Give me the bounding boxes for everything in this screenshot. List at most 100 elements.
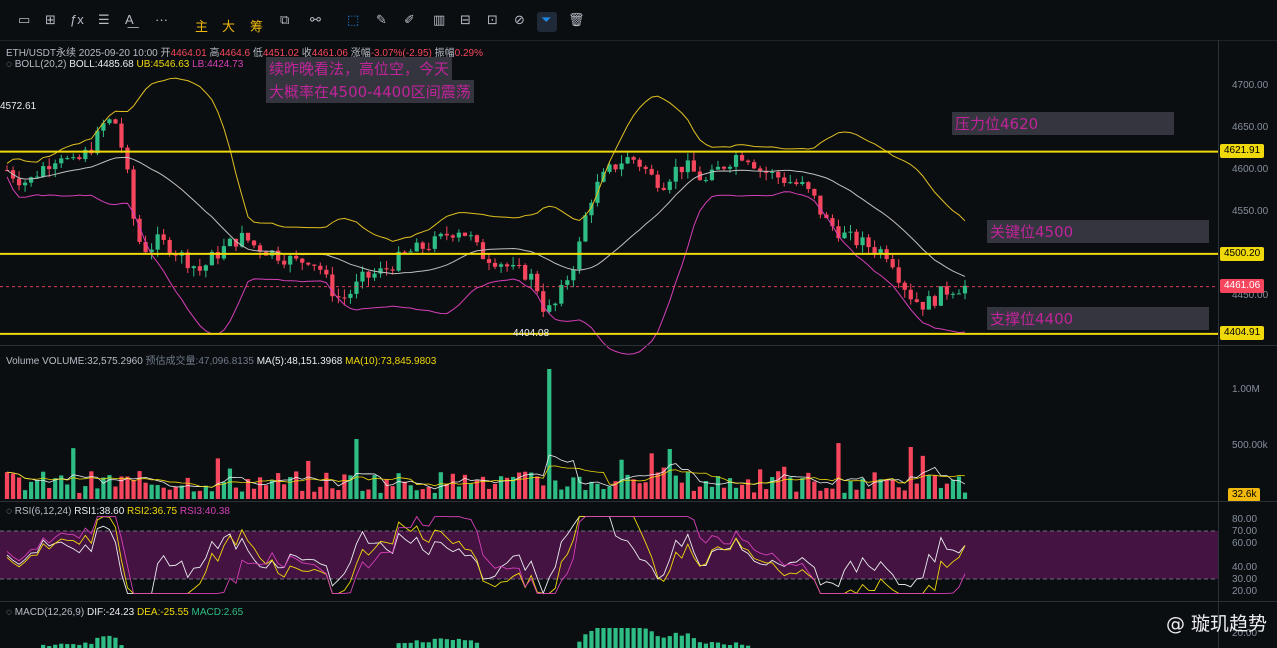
candle-body	[402, 251, 407, 253]
volume-bar	[221, 481, 227, 499]
volume-bar	[619, 459, 624, 499]
lock-icon[interactable]: ⊟	[460, 12, 471, 27]
macd-bar	[655, 636, 660, 648]
boll-label: BOLL(20,2)	[14, 59, 67, 70]
link-icon[interactable]: ⚯	[310, 12, 321, 27]
pane-separator	[0, 601, 1277, 602]
visibility-icon[interactable]: ◌	[6, 607, 12, 618]
candle-body	[896, 267, 901, 283]
low-label: 低	[252, 48, 263, 59]
candle-body	[462, 232, 468, 236]
more-icon[interactable]: ···	[155, 12, 168, 27]
volume-bar	[420, 489, 425, 499]
brush-icon[interactable]: ✐	[404, 12, 415, 27]
candle-body	[107, 119, 112, 124]
magnet-icon[interactable]: ⊘	[514, 12, 525, 27]
volume-bar	[661, 467, 666, 499]
template-icon[interactable]: ☰	[98, 12, 110, 27]
candle-body	[492, 262, 498, 267]
macd-bar	[673, 632, 678, 648]
candle-body	[185, 252, 190, 269]
candle-body	[547, 305, 552, 312]
candle-body	[101, 123, 106, 131]
screenshot-icon[interactable]: ⊡	[487, 12, 498, 27]
pane-separator	[0, 345, 1277, 346]
candle-body	[565, 280, 570, 285]
candle-body	[456, 232, 461, 238]
candle-body	[511, 264, 516, 267]
candle-body	[914, 299, 919, 302]
price-tick: 4600.00	[1232, 164, 1269, 175]
pen-icon[interactable]: ✎	[376, 12, 387, 27]
volume-bar	[721, 487, 727, 499]
main-chart-button[interactable]: 主	[195, 20, 209, 35]
volume-bar	[294, 471, 299, 499]
filter-icon[interactable]: ⏷	[541, 12, 552, 27]
candle-body	[83, 149, 88, 160]
volume-bar	[396, 473, 401, 499]
macd-bar	[450, 639, 455, 648]
grid-icon[interactable]: ⊞	[45, 12, 56, 27]
volume-bar	[378, 492, 383, 499]
macd-bar	[420, 642, 425, 648]
volume-bar	[872, 472, 877, 499]
volume-bar	[498, 476, 504, 499]
indicator-icon[interactable]: ƒx	[70, 12, 84, 27]
left-high-label: 4572.61	[0, 101, 37, 112]
candle-body	[709, 169, 715, 181]
volume-bar	[468, 483, 474, 499]
candle-body	[745, 160, 751, 163]
candle-body	[800, 182, 805, 185]
visibility-icon[interactable]: ◌	[6, 59, 12, 70]
volume-bar	[209, 491, 214, 499]
volume-bar	[492, 483, 498, 499]
macd-bar	[426, 642, 431, 648]
volume-current-tag: 32.6k	[1228, 488, 1261, 502]
volume-bar	[589, 481, 594, 499]
candle-body	[926, 296, 931, 310]
trash-icon[interactable]: 🗑	[568, 12, 585, 27]
candle-body	[59, 158, 64, 164]
volume-bar	[559, 489, 564, 499]
text-size-icon[interactable]: A͟	[125, 12, 134, 27]
macd-bar	[649, 631, 654, 648]
macd-bar	[709, 642, 715, 648]
candle-body	[203, 265, 208, 271]
macd-bar	[468, 640, 474, 648]
visibility-icon[interactable]: ◌	[6, 506, 12, 517]
macd-bar	[408, 642, 413, 648]
candle-body	[806, 182, 811, 189]
candle-body	[378, 268, 383, 274]
high-label: 高	[209, 48, 220, 59]
macd-bar	[41, 644, 46, 648]
volume-bar	[486, 488, 492, 499]
ma10-value: MA(10):73,845.9803	[345, 356, 437, 367]
candle-body	[655, 174, 660, 188]
volume-bar	[83, 486, 88, 499]
chips-button[interactable]: 筹	[250, 20, 264, 35]
macd-bar	[402, 643, 407, 648]
volume-bar	[35, 480, 40, 499]
amplitude-label: 振幅	[434, 48, 455, 59]
ruler-icon[interactable]: ▥	[433, 12, 446, 27]
volume-bar	[800, 478, 805, 499]
volume-bar	[360, 490, 365, 499]
large-chart-button[interactable]: 大	[222, 20, 236, 35]
macd-bar	[667, 636, 672, 648]
candle-body	[842, 232, 847, 239]
volume-bar	[926, 474, 931, 499]
macd-bar	[432, 638, 437, 648]
volume-bar	[517, 472, 522, 499]
compare-icon[interactable]: ⧉	[280, 12, 290, 27]
candle-body	[758, 168, 763, 171]
candle-body	[727, 166, 733, 169]
candle-body	[251, 240, 257, 246]
volume-bar	[438, 472, 443, 499]
volume-bar	[577, 476, 582, 499]
volume-bar	[944, 483, 950, 499]
candle-body	[619, 163, 624, 170]
candle-body	[703, 180, 709, 182]
rectangle-icon[interactable]: ▭	[18, 12, 31, 27]
cursor-icon[interactable]: ⬚	[347, 12, 360, 27]
